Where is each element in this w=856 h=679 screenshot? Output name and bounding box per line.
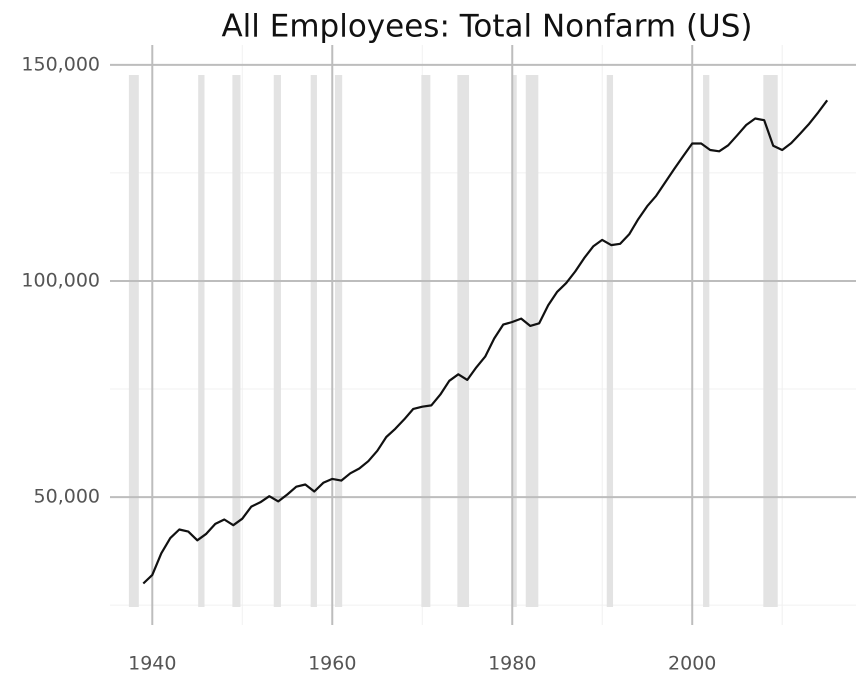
x-tick-label: 2000 (668, 653, 716, 675)
data-line (142, 99, 829, 585)
y-tick-label: 150,000 (21, 53, 100, 75)
recession-band (421, 75, 431, 607)
recession-band (198, 75, 205, 607)
x-tick-label: 1940 (128, 653, 176, 675)
x-tick-label: 1960 (308, 653, 356, 675)
recession-band (232, 75, 241, 607)
y-tick-label: 100,000 (21, 269, 100, 291)
recession-band (703, 75, 710, 607)
chart-title: All Employees: Total Nonfarm (US) (221, 9, 752, 45)
recession-band (273, 75, 281, 607)
recession-band (512, 75, 517, 607)
x-tick-label: 1980 (488, 653, 536, 675)
recession-band (763, 75, 778, 607)
y-tick-label: 50,000 (34, 486, 100, 508)
recession-band (334, 75, 343, 607)
recession-band (525, 75, 539, 607)
recession-band (457, 75, 470, 607)
recession-band (606, 75, 614, 607)
recession-band (128, 75, 139, 607)
recession-band (310, 75, 317, 607)
